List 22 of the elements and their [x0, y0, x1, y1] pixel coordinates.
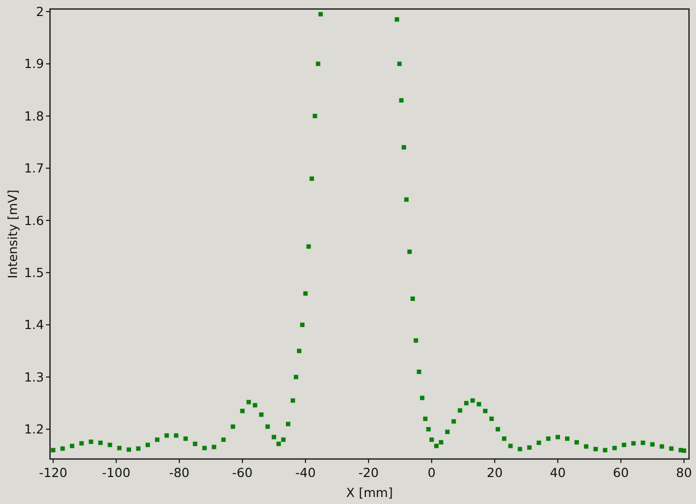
x-tick-label: -80: [169, 465, 190, 480]
x-axis-title: X [mm]: [346, 485, 393, 500]
y-axis-title: Intensity [mV]: [5, 190, 20, 278]
y-tick-label: 1.6: [24, 212, 44, 228]
x-tick-label: 20: [486, 465, 503, 480]
y-tick-label: 1.8: [24, 108, 44, 124]
y-tick-label: 1.9: [24, 56, 44, 72]
y-tick-label: 1.2: [24, 422, 44, 437]
x-tick-label: 40: [550, 465, 566, 480]
x-tick-label: 80: [676, 465, 692, 480]
y-tick-label: 1.3: [24, 369, 44, 384]
x-tick-label: 0: [428, 465, 436, 480]
x-tick-label: -120: [38, 465, 68, 480]
y-tick-label: 1.5: [24, 265, 44, 280]
x-tick-label: -40: [295, 465, 316, 480]
y-tick-label: 1.4: [24, 317, 44, 332]
x-tick-label: 60: [612, 465, 629, 480]
x-tick-label: -20: [358, 465, 379, 480]
x-tick-label: -100: [102, 465, 130, 480]
x-tick-label: -60: [232, 465, 253, 480]
y-tick-label: 2: [36, 4, 44, 19]
y-tick-label: 1.7: [24, 160, 44, 176]
